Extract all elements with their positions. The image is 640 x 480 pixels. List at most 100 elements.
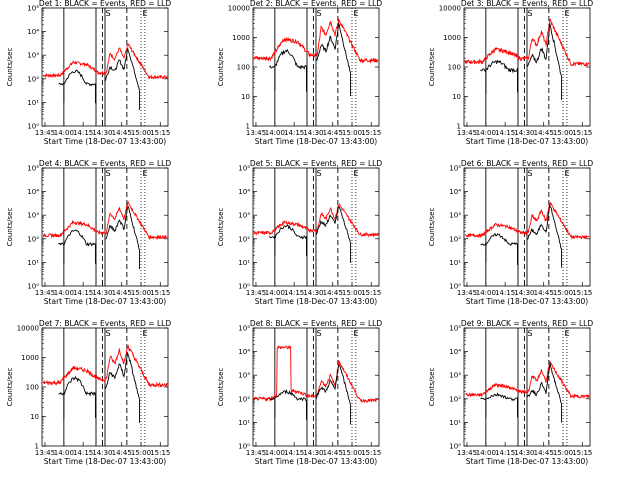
- series-events-line-segment-2: [274, 224, 307, 240]
- x-tick-label: 14:30: [92, 129, 112, 137]
- flag-marker-e: E: [565, 329, 570, 338]
- y-tick-label: 10: [241, 93, 250, 101]
- x-tick-label: 14:45: [534, 129, 554, 137]
- flag-marker-s: S: [106, 9, 111, 18]
- flag-marker-e: E: [143, 329, 148, 338]
- x-tick-label: 15:00: [553, 129, 573, 137]
- series-events-line-segment-2: [485, 59, 518, 74]
- x-tick-label: 15:15: [150, 129, 170, 137]
- flag-marker-e: E: [565, 169, 570, 178]
- y-tick-label: 10⁰: [449, 283, 461, 291]
- x-tick-label: 14:30: [303, 289, 323, 297]
- y-tick-label: 10³: [27, 212, 39, 220]
- x-tick-label: 15:00: [342, 449, 362, 457]
- y-tick-label: 10000: [228, 5, 250, 13]
- x-tick-label: 14:45: [323, 449, 343, 457]
- series-lld-line: [42, 43, 168, 80]
- y-tick-label: 10¹: [27, 259, 39, 267]
- x-tick-label: 13:45: [246, 289, 266, 297]
- y-tick-label: 10⁰: [27, 123, 39, 131]
- series-lld-line: [253, 345, 379, 404]
- x-tick-label: 14:00: [54, 449, 74, 457]
- y-tick-label: 10: [30, 413, 39, 421]
- series-events-line-segment-2: [63, 229, 96, 247]
- x-axis-label: Start Time (18-Dec-07 13:43:00): [44, 297, 166, 306]
- x-tick-label: 14:45: [534, 289, 554, 297]
- series-events-line-segment-3: [527, 204, 562, 249]
- y-axis-label: Counts/sec: [428, 208, 436, 247]
- flag-marker-e: E: [143, 9, 148, 18]
- x-tick-label: 14:30: [92, 289, 112, 297]
- flag-marker-e: E: [354, 9, 359, 18]
- x-tick-label: 15:00: [131, 129, 151, 137]
- y-tick-label: 10000: [17, 325, 39, 333]
- x-axis-label: Start Time (18-Dec-07 13:43:00): [466, 297, 588, 306]
- x-tick-label: 13:45: [35, 449, 55, 457]
- series-events-line-segment-2: [63, 69, 96, 87]
- x-tick-label: 14:15: [284, 289, 304, 297]
- x-tick-label: 14:15: [495, 129, 515, 137]
- series-events-line-segment-3: [105, 351, 140, 399]
- x-tick-label: 15:15: [150, 449, 170, 457]
- x-tick-label: 14:45: [112, 289, 132, 297]
- series-events-line-segment-1: [269, 235, 276, 239]
- x-tick-label: 14:15: [284, 449, 304, 457]
- panel-title: Det 5: BLACK = Events, RED = LLD: [250, 159, 382, 168]
- detector-panel-4: Det 4: BLACK = Events, RED = LLD 10⁰ 10¹ 10…: [6, 159, 171, 306]
- panel-title: Det 3: BLACK = Events, RED = LLD: [461, 0, 593, 8]
- x-tick-label: 15:15: [572, 129, 592, 137]
- x-tick-label: 15:00: [342, 129, 362, 137]
- y-axis-label: Counts/sec: [428, 48, 436, 87]
- detector-panel-5: Det 5: BLACK = Events, RED = LLD 10⁰ 10¹ 10…: [217, 159, 382, 306]
- y-tick-label: 1: [35, 443, 39, 451]
- y-tick-label: 10¹: [449, 259, 461, 267]
- x-tick-label: 14:00: [476, 289, 496, 297]
- x-tick-label: 13:45: [246, 449, 266, 457]
- x-tick-label: 15:15: [361, 129, 381, 137]
- x-tick-label: 13:45: [457, 289, 477, 297]
- y-tick-label: 10⁵: [238, 165, 250, 173]
- x-axis-label: Start Time (18-Dec-07 13:43:00): [466, 457, 588, 466]
- series-events-line-segment-1: [269, 397, 276, 401]
- y-tick-label: 10⁰: [27, 283, 39, 291]
- x-tick-label: 14:30: [514, 129, 534, 137]
- x-tick-label: 14:15: [73, 129, 93, 137]
- series-events-line-segment-3: [527, 23, 562, 76]
- y-tick-label: 10³: [238, 372, 250, 380]
- flag-marker-s: S: [106, 329, 111, 338]
- y-tick-label: 10¹: [238, 419, 250, 427]
- series-events-line-segment-2: [274, 389, 307, 402]
- series-events-line-segment-2: [485, 233, 518, 246]
- y-tick-label: 1000: [21, 354, 39, 362]
- detector-panel-7: Det 7: BLACK = Events, RED = LLD 1 10 100 10…: [6, 319, 171, 466]
- series-events-line-segment-3: [527, 362, 562, 404]
- series-events-line-segment-2: [63, 375, 96, 397]
- series-events-line-segment-1: [58, 392, 65, 396]
- series-events-line-segment-3: [316, 206, 351, 244]
- x-tick-label: 14:00: [265, 129, 285, 137]
- x-tick-label: 15:00: [553, 449, 573, 457]
- x-axis-label: Start Time (18-Dec-07 13:43:00): [44, 137, 166, 146]
- y-tick-label: 10²: [449, 395, 461, 403]
- series-events-line-segment-3: [316, 364, 351, 406]
- x-tick-label: 15:00: [342, 289, 362, 297]
- x-tick-label: 13:45: [246, 129, 266, 137]
- panel-title: Det 9: BLACK = Events, RED = LLD: [461, 319, 593, 328]
- detector-panel-2: Det 2: BLACK = Events, RED = LLD 1 10 100 10…: [217, 0, 382, 146]
- y-tick-label: 10⁵: [27, 5, 39, 13]
- panel-title: Det 2: BLACK = Events, RED = LLD: [250, 0, 382, 8]
- y-tick-label: 10⁴: [238, 188, 250, 196]
- series-events-line-segment-1: [58, 82, 65, 86]
- y-tick-label: 1: [246, 123, 250, 131]
- series-lld-line: [253, 18, 379, 64]
- y-tick-label: 10⁴: [449, 348, 461, 356]
- y-axis-label: Counts/sec: [6, 208, 14, 247]
- y-tick-label: 10⁵: [449, 165, 461, 173]
- series-events-line-segment-1: [480, 397, 487, 400]
- y-tick-label: 10: [452, 93, 461, 101]
- panel-title: Det 1: BLACK = Events, RED = LLD: [39, 0, 171, 8]
- x-tick-label: 14:45: [323, 289, 343, 297]
- x-tick-label: 14:30: [514, 289, 534, 297]
- y-tick-label: 100: [26, 384, 39, 392]
- x-axis-label: Start Time (18-Dec-07 13:43:00): [44, 457, 166, 466]
